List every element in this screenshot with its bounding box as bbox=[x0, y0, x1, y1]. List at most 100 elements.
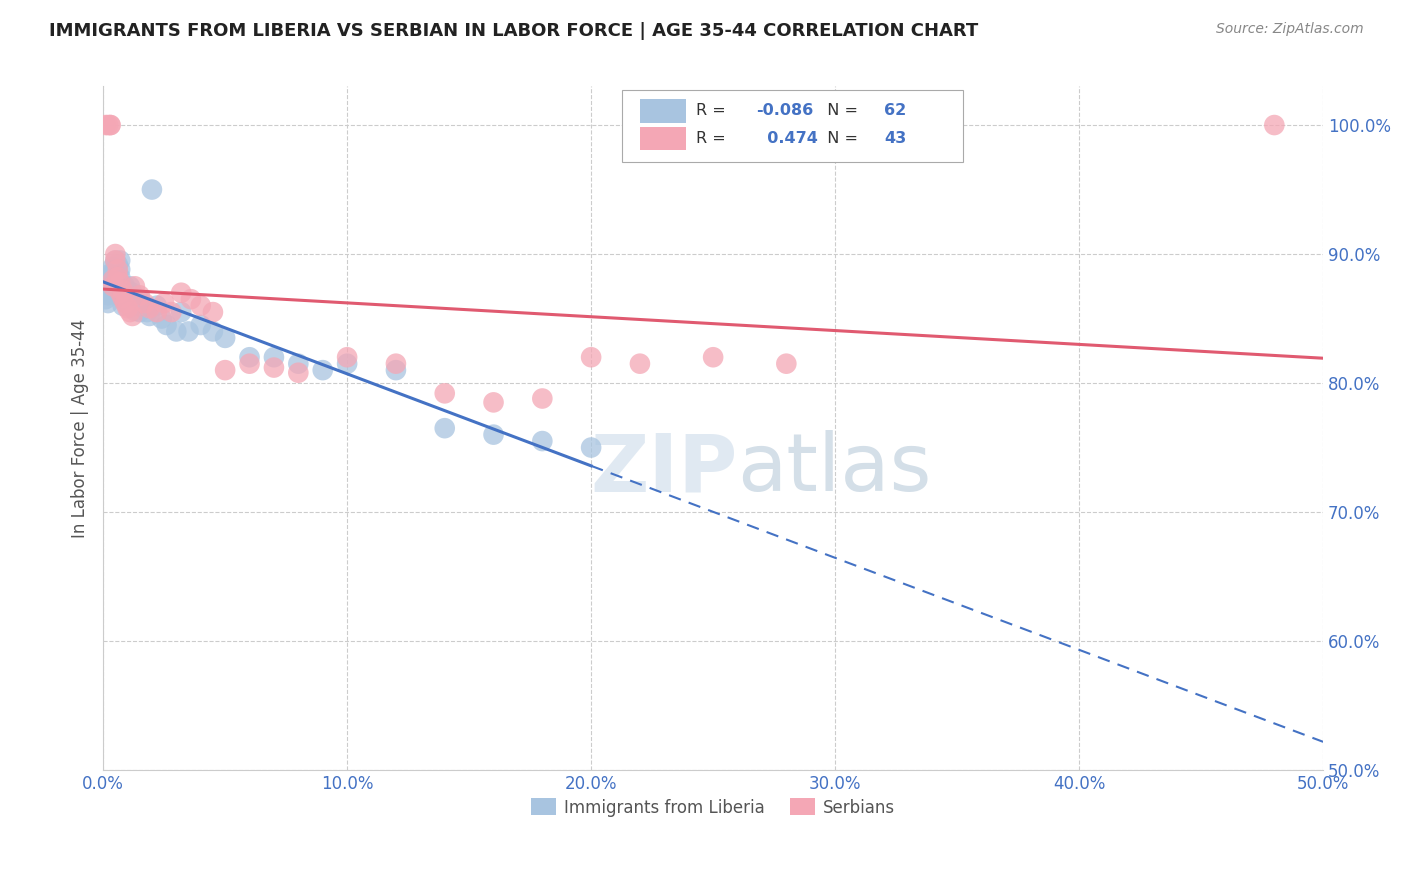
Point bbox=[124, 296, 146, 310]
Point bbox=[201, 325, 224, 339]
Point bbox=[170, 305, 193, 319]
Point bbox=[150, 311, 173, 326]
Point bbox=[531, 434, 554, 448]
Text: Source: ZipAtlas.com: Source: ZipAtlas.com bbox=[1216, 22, 1364, 37]
Point bbox=[385, 357, 408, 371]
Point bbox=[238, 357, 260, 371]
Point bbox=[101, 266, 124, 280]
Point bbox=[111, 292, 134, 306]
Point bbox=[100, 266, 122, 280]
Text: 62: 62 bbox=[884, 103, 907, 119]
Point bbox=[94, 118, 117, 132]
Point bbox=[97, 288, 120, 302]
Point bbox=[482, 427, 505, 442]
Point bbox=[312, 363, 335, 377]
Point bbox=[141, 183, 163, 197]
Point bbox=[117, 291, 139, 305]
Text: N =: N = bbox=[817, 103, 863, 119]
Point bbox=[385, 363, 408, 377]
Point bbox=[104, 253, 127, 268]
Point bbox=[117, 301, 139, 316]
Point bbox=[104, 253, 127, 268]
Text: 0.474: 0.474 bbox=[756, 131, 818, 145]
Point bbox=[702, 350, 724, 364]
Point bbox=[263, 360, 285, 375]
Point bbox=[190, 318, 212, 332]
Point bbox=[131, 296, 153, 310]
Point bbox=[214, 331, 236, 345]
Point bbox=[287, 366, 309, 380]
Point bbox=[114, 285, 136, 300]
Point bbox=[128, 288, 150, 302]
Point bbox=[775, 357, 797, 371]
Point bbox=[336, 357, 359, 371]
Point bbox=[124, 279, 146, 293]
Point bbox=[579, 350, 602, 364]
Point bbox=[336, 350, 359, 364]
Point bbox=[170, 285, 193, 300]
Text: ZIP: ZIP bbox=[591, 430, 738, 508]
Point bbox=[94, 292, 117, 306]
Point bbox=[108, 270, 131, 285]
Point bbox=[134, 301, 156, 316]
Point bbox=[1263, 118, 1285, 132]
Point bbox=[108, 285, 131, 300]
FancyBboxPatch shape bbox=[640, 127, 686, 150]
Point bbox=[433, 386, 456, 401]
Point bbox=[121, 285, 143, 300]
Point bbox=[97, 118, 120, 132]
Point bbox=[579, 441, 602, 455]
Point bbox=[155, 318, 177, 332]
Point bbox=[104, 247, 127, 261]
Point bbox=[160, 305, 183, 319]
Point bbox=[124, 303, 146, 318]
Point bbox=[118, 305, 141, 319]
Point bbox=[107, 257, 129, 271]
Point bbox=[101, 283, 124, 297]
Text: R =: R = bbox=[696, 131, 731, 145]
Point bbox=[117, 283, 139, 297]
Text: N =: N = bbox=[817, 131, 863, 145]
Point bbox=[177, 325, 200, 339]
Point bbox=[100, 285, 122, 300]
Point bbox=[118, 288, 141, 302]
Point bbox=[100, 273, 122, 287]
Point bbox=[107, 262, 129, 277]
Point bbox=[101, 260, 124, 274]
Point bbox=[101, 276, 124, 290]
Point bbox=[107, 273, 129, 287]
Text: R =: R = bbox=[696, 103, 731, 119]
Point bbox=[97, 279, 120, 293]
Point bbox=[138, 309, 160, 323]
Point bbox=[165, 325, 187, 339]
Point bbox=[482, 395, 505, 409]
Point bbox=[121, 309, 143, 323]
Legend: Immigrants from Liberia, Serbians: Immigrants from Liberia, Serbians bbox=[524, 792, 903, 823]
Point bbox=[118, 279, 141, 293]
Point bbox=[97, 273, 120, 287]
Point bbox=[107, 270, 129, 285]
Point bbox=[111, 283, 134, 297]
Point bbox=[108, 276, 131, 290]
Point bbox=[111, 285, 134, 300]
Point bbox=[104, 270, 127, 285]
FancyBboxPatch shape bbox=[640, 99, 686, 122]
Point bbox=[100, 118, 122, 132]
Point bbox=[111, 299, 134, 313]
Point bbox=[531, 392, 554, 406]
Point bbox=[111, 291, 134, 305]
Text: IMMIGRANTS FROM LIBERIA VS SERBIAN IN LABOR FORCE | AGE 35-44 CORRELATION CHART: IMMIGRANTS FROM LIBERIA VS SERBIAN IN LA… bbox=[49, 22, 979, 40]
Point bbox=[114, 279, 136, 293]
Point bbox=[134, 296, 156, 310]
Point bbox=[100, 118, 122, 132]
Point bbox=[114, 296, 136, 310]
Point bbox=[127, 299, 149, 313]
Point bbox=[136, 305, 159, 319]
Point bbox=[104, 262, 127, 277]
Point bbox=[100, 279, 122, 293]
Point bbox=[104, 278, 127, 293]
Point bbox=[238, 350, 260, 364]
Text: atlas: atlas bbox=[738, 430, 932, 508]
Point bbox=[180, 292, 202, 306]
Point bbox=[107, 265, 129, 279]
